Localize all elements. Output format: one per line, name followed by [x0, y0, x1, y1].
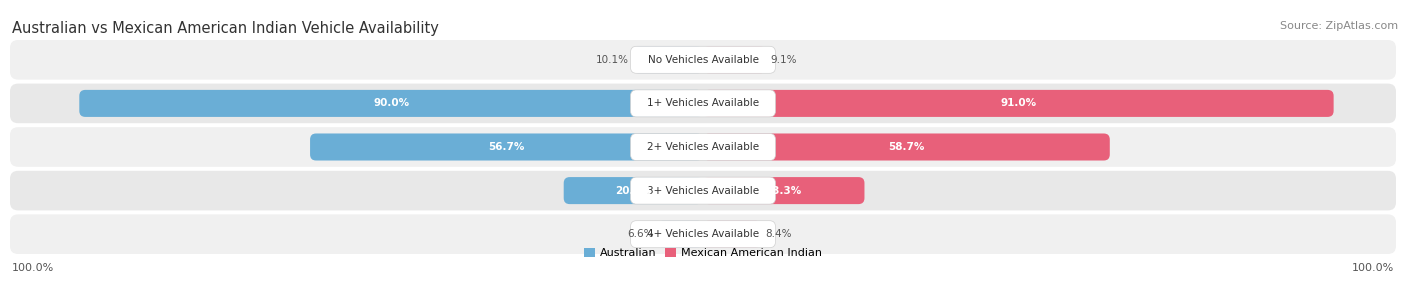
FancyBboxPatch shape — [630, 46, 776, 73]
FancyBboxPatch shape — [703, 90, 1334, 117]
Text: 3+ Vehicles Available: 3+ Vehicles Available — [647, 186, 759, 196]
FancyBboxPatch shape — [703, 134, 1109, 160]
FancyBboxPatch shape — [703, 46, 766, 73]
FancyBboxPatch shape — [79, 90, 703, 117]
FancyBboxPatch shape — [630, 177, 776, 204]
Text: 23.3%: 23.3% — [766, 186, 801, 196]
FancyBboxPatch shape — [657, 221, 703, 248]
Text: 1+ Vehicles Available: 1+ Vehicles Available — [647, 98, 759, 108]
Text: 2+ Vehicles Available: 2+ Vehicles Available — [647, 142, 759, 152]
Text: 20.1%: 20.1% — [616, 186, 651, 196]
Text: 91.0%: 91.0% — [1000, 98, 1036, 108]
Text: 100.0%: 100.0% — [1351, 263, 1393, 273]
Text: 58.7%: 58.7% — [889, 142, 925, 152]
FancyBboxPatch shape — [10, 84, 1396, 123]
FancyBboxPatch shape — [311, 134, 703, 160]
Text: 56.7%: 56.7% — [488, 142, 524, 152]
FancyBboxPatch shape — [703, 221, 761, 248]
Text: 9.1%: 9.1% — [770, 55, 797, 65]
FancyBboxPatch shape — [633, 46, 703, 73]
FancyBboxPatch shape — [703, 177, 865, 204]
Text: Source: ZipAtlas.com: Source: ZipAtlas.com — [1279, 21, 1398, 31]
FancyBboxPatch shape — [630, 90, 776, 117]
Legend: Australian, Mexican American Indian: Australian, Mexican American Indian — [579, 243, 827, 263]
Text: 90.0%: 90.0% — [373, 98, 409, 108]
FancyBboxPatch shape — [10, 40, 1396, 80]
FancyBboxPatch shape — [630, 221, 776, 248]
FancyBboxPatch shape — [630, 134, 776, 160]
Text: Australian vs Mexican American Indian Vehicle Availability: Australian vs Mexican American Indian Ve… — [13, 21, 439, 36]
FancyBboxPatch shape — [564, 177, 703, 204]
Text: 4+ Vehicles Available: 4+ Vehicles Available — [647, 229, 759, 239]
Text: 100.0%: 100.0% — [13, 263, 55, 273]
FancyBboxPatch shape — [10, 171, 1396, 210]
Text: 6.6%: 6.6% — [627, 229, 654, 239]
Text: No Vehicles Available: No Vehicles Available — [648, 55, 758, 65]
Text: 10.1%: 10.1% — [596, 55, 628, 65]
Text: 8.4%: 8.4% — [765, 229, 792, 239]
FancyBboxPatch shape — [10, 127, 1396, 167]
FancyBboxPatch shape — [10, 214, 1396, 254]
